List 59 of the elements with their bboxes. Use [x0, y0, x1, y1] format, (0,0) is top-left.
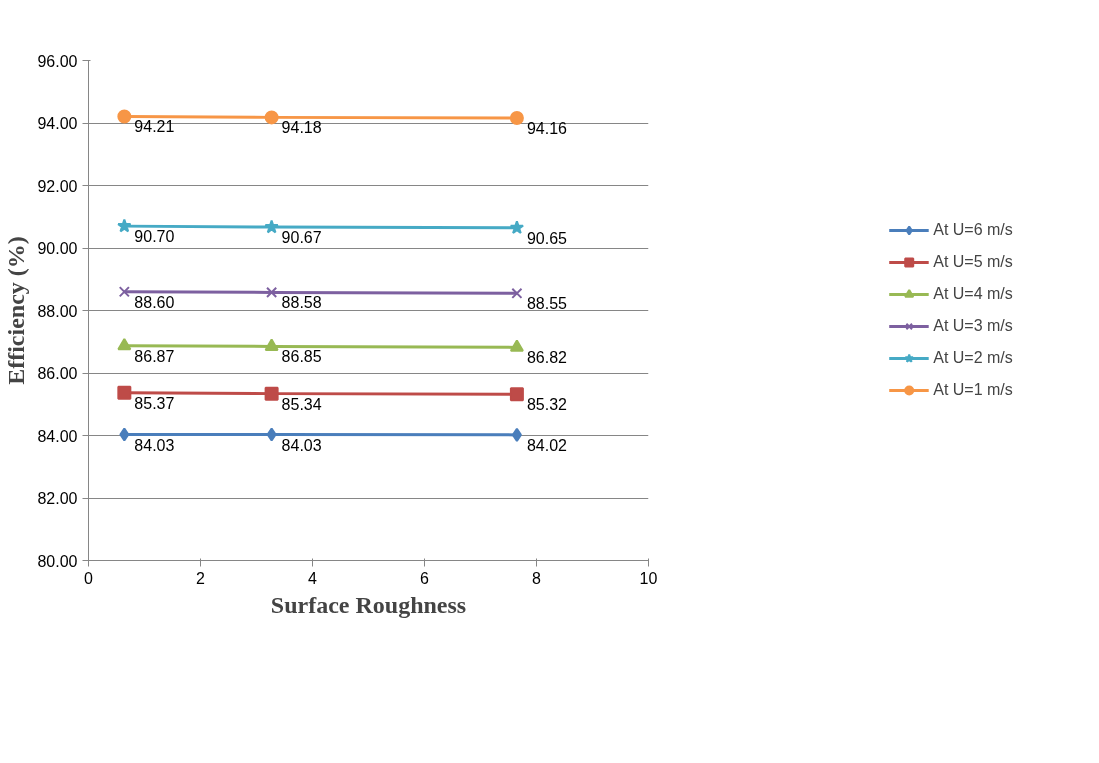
point	[119, 427, 130, 442]
point	[509, 220, 525, 234]
data-label: 84.03	[134, 436, 175, 454]
legend-label: At U=1 m/s	[933, 381, 1013, 399]
x-tick-label: 2	[196, 569, 206, 587]
y-tick-label: 86.00	[37, 365, 78, 382]
data-label: 85.32	[526, 396, 568, 414]
legend-label: At U=3 m/s	[933, 317, 1013, 335]
x-tick-label: 10	[639, 569, 658, 587]
data-label: 94.18	[281, 119, 322, 137]
x-tick-label: 6	[420, 569, 430, 587]
x-tick-label: 0	[84, 569, 94, 587]
x-tick-label: 4	[308, 569, 318, 587]
point	[118, 286, 130, 298]
point	[264, 338, 279, 351]
point	[264, 110, 279, 125]
point	[117, 337, 132, 351]
data-label: 86.82	[526, 349, 568, 367]
y-axis-title: Efficiency (%)	[3, 236, 30, 385]
y-tick-label: 90.00	[37, 240, 78, 257]
point	[264, 219, 279, 234]
legend-label: At U=5 m/s	[933, 253, 1013, 271]
legend-label: At U=6 m/s	[933, 221, 1013, 239]
x-axis-title: Surface Roughness	[270, 591, 467, 618]
data-label: 90.67	[281, 229, 322, 247]
point	[266, 286, 278, 298]
data-label: 90.70	[134, 228, 175, 246]
legend-label: At U=4 m/s	[933, 285, 1013, 303]
point	[509, 387, 524, 402]
x-tick-label: 8	[532, 569, 542, 587]
data-label: 94.21	[134, 118, 175, 136]
data-label: 88.60	[134, 293, 175, 311]
y-tick-label: 82.00	[37, 490, 78, 507]
point	[264, 386, 279, 401]
data-label: 88.55	[526, 295, 568, 313]
y-tick-label: 84.00	[37, 427, 78, 445]
data-label: 84.03	[281, 436, 322, 454]
point	[117, 385, 132, 400]
data-label: 88.58	[281, 294, 322, 312]
point	[511, 287, 523, 299]
point	[511, 427, 522, 442]
point	[266, 427, 277, 442]
y-tick-label: 80.00	[37, 552, 78, 570]
y-tick-label: 88.00	[37, 302, 78, 320]
point	[117, 109, 132, 124]
data-label: 85.37	[134, 394, 175, 412]
y-tick-label: 92.00	[37, 177, 78, 195]
point	[509, 339, 524, 352]
data-label: 90.65	[526, 229, 568, 247]
data-label: 84.02	[526, 436, 568, 454]
data-label: 86.85	[281, 348, 322, 366]
y-tick-label: 96.00	[37, 52, 78, 70]
point	[509, 111, 524, 125]
point	[117, 218, 132, 233]
data-label: 85.34	[281, 395, 322, 413]
data-label: 86.87	[134, 347, 175, 365]
y-tick-label: 94.00	[37, 115, 78, 132]
legend-label: At U=2 m/s	[933, 349, 1013, 367]
data-label: 94.16	[526, 120, 568, 137]
